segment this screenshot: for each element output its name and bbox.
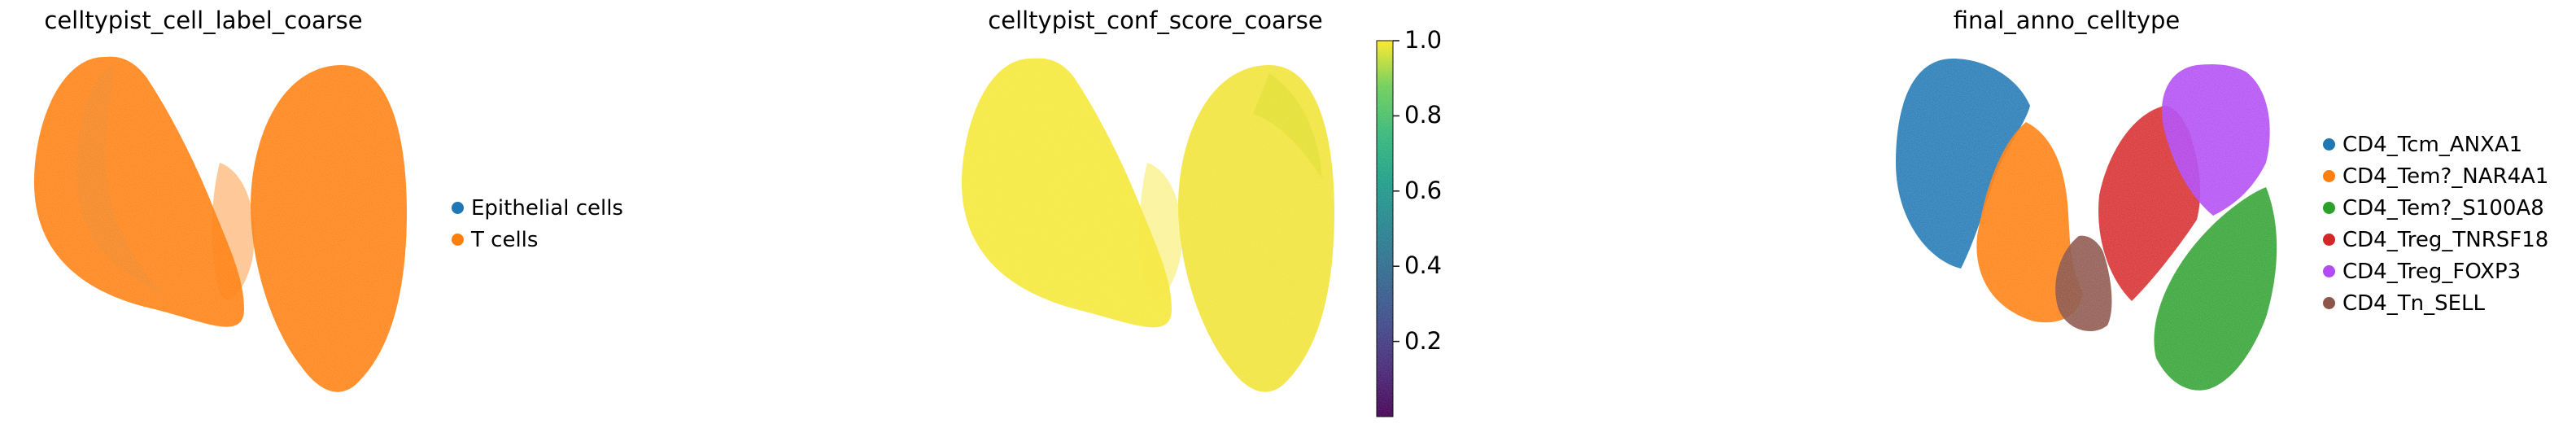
legend-marker (2323, 138, 2335, 151)
legend-item: CD4_Treg_TNRSF18 (2323, 224, 2548, 255)
legend-marker (452, 234, 464, 246)
legend-marker (2323, 265, 2335, 277)
legend-label: CD4_Tcm_ANXA1 (2342, 132, 2523, 157)
legend-label: CD4_Tn_SELL (2342, 290, 2485, 316)
legend-label: CD4_Tem?_S100A8 (2342, 195, 2544, 221)
point-grain-overlay (0, 33, 2576, 423)
legend-item: CD4_Tem?_S100A8 (2323, 192, 2548, 224)
legend-label: CD4_Treg_TNRSF18 (2342, 227, 2549, 252)
legend-label: Epithelial cells (471, 195, 623, 221)
colorbar-tick-label: 0.8 (1404, 101, 1443, 129)
colorbar-tick-label: 0.2 (1404, 326, 1443, 355)
legend-marker (452, 202, 464, 214)
panel-2-title: celltypist_conf_score_coarse (988, 7, 1323, 34)
colorbar-tick-label: 0.4 (1404, 251, 1443, 280)
legend-marker (2323, 202, 2335, 214)
legend-item: CD4_Treg_FOXP3 (2323, 255, 2548, 287)
legend-marker (2323, 297, 2335, 309)
legend-item: CD4_Tem?_NAR4A1 (2323, 160, 2548, 192)
legend-marker (2323, 234, 2335, 246)
legend-label: CD4_Treg_FOXP3 (2342, 259, 2521, 284)
legend-item: CD4_Tn_SELL (2323, 287, 2548, 319)
legend-item: CD4_Tcm_ANXA1 (2323, 129, 2548, 160)
legend-marker (2323, 170, 2335, 182)
legend-item: T cells (452, 224, 623, 255)
panel-1-title: celltypist_cell_label_coarse (44, 7, 363, 34)
colorbar-tick-label: 0.6 (1404, 176, 1443, 204)
panel-3-title: final_anno_celltype (1953, 7, 2181, 34)
colorbar-tick-label: 1.0 (1404, 26, 1443, 54)
legend-label: CD4_Tem?_NAR4A1 (2342, 164, 2549, 189)
panel-3-legend: CD4_Tcm_ANXA1 CD4_Tem?_NAR4A1 CD4_Tem?_S10… (2323, 129, 2548, 319)
panel-1-legend: Epithelial cells T cells (452, 192, 623, 255)
legend-item: Epithelial cells (452, 192, 623, 224)
legend-label: T cells (471, 227, 539, 252)
